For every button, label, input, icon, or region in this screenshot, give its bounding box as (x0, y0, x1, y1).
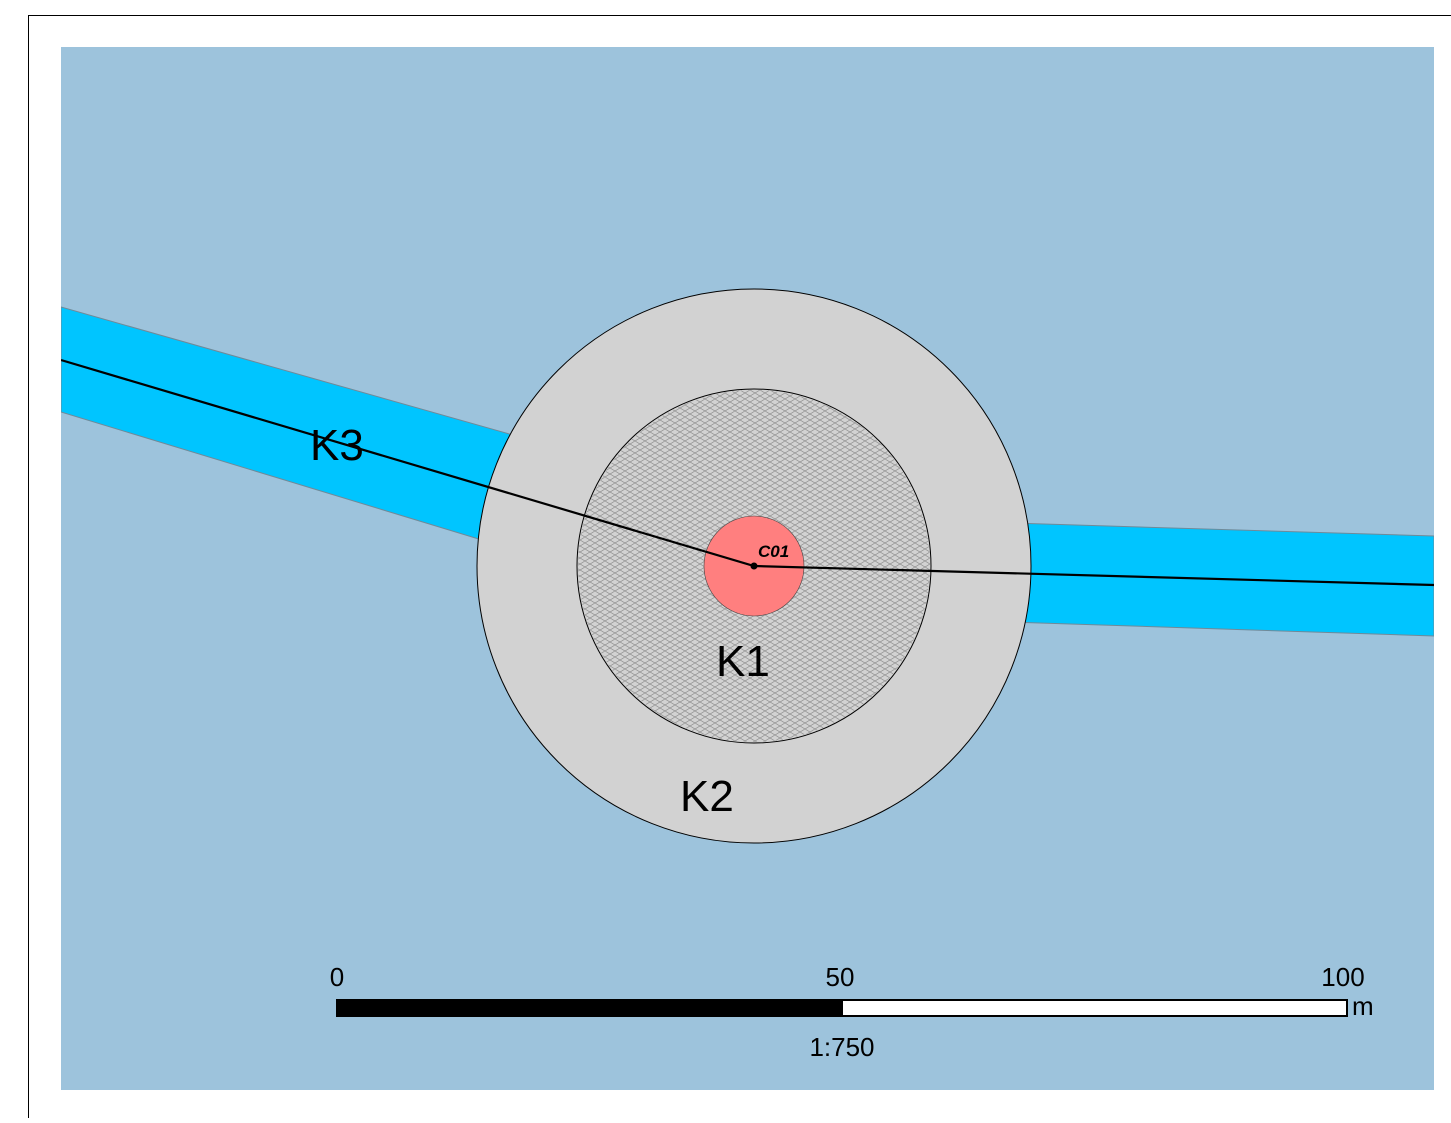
scale-bar-empty (842, 1000, 1347, 1016)
label-k1: K1 (716, 637, 770, 686)
scale-tick-100: 100 (1321, 962, 1364, 992)
scale-bar-filled (337, 1000, 842, 1016)
scale-tick-0: 0 (330, 962, 344, 992)
scale-unit: m (1352, 991, 1374, 1021)
center-point[interactable] (751, 563, 758, 570)
scale-tick-50: 50 (826, 962, 855, 992)
scale-ratio: 1:750 (809, 1032, 874, 1062)
label-c01: C01 (758, 542, 789, 561)
label-k3: K3 (310, 421, 364, 470)
label-k2: K2 (680, 772, 734, 821)
